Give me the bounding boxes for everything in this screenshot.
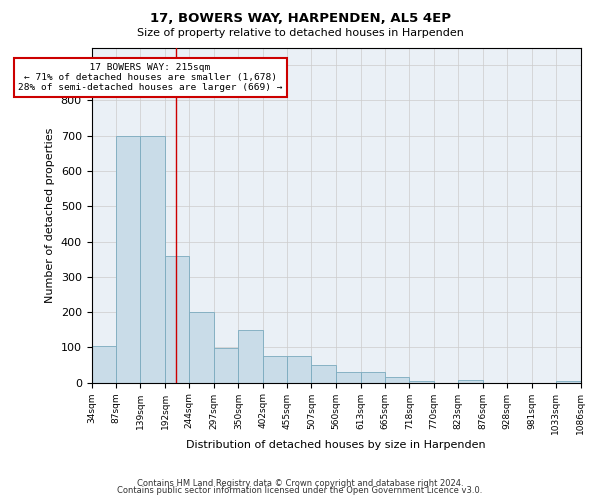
Text: 17, BOWERS WAY, HARPENDEN, AL5 4EP: 17, BOWERS WAY, HARPENDEN, AL5 4EP <box>149 12 451 26</box>
Bar <box>458 380 483 382</box>
Bar <box>385 378 409 382</box>
Bar <box>556 381 581 382</box>
Bar <box>116 136 140 382</box>
Text: Contains HM Land Registry data © Crown copyright and database right 2024.: Contains HM Land Registry data © Crown c… <box>137 478 463 488</box>
Bar <box>214 348 238 382</box>
Bar <box>336 372 361 382</box>
Bar <box>409 381 434 382</box>
Text: Size of property relative to detached houses in Harpenden: Size of property relative to detached ho… <box>137 28 463 38</box>
Bar <box>263 356 287 382</box>
Bar <box>165 256 189 382</box>
Bar <box>311 365 336 382</box>
Y-axis label: Number of detached properties: Number of detached properties <box>45 128 55 302</box>
Bar <box>361 372 385 382</box>
X-axis label: Distribution of detached houses by size in Harpenden: Distribution of detached houses by size … <box>186 440 486 450</box>
Bar <box>287 356 311 382</box>
Text: Contains public sector information licensed under the Open Government Licence v3: Contains public sector information licen… <box>118 486 482 495</box>
Bar <box>238 330 263 382</box>
Bar <box>189 312 214 382</box>
Bar <box>140 136 165 382</box>
Bar <box>92 346 116 383</box>
Text: 17 BOWERS WAY: 215sqm  
← 71% of detached houses are smaller (1,678)
28% of semi: 17 BOWERS WAY: 215sqm ← 71% of detached … <box>18 62 283 92</box>
